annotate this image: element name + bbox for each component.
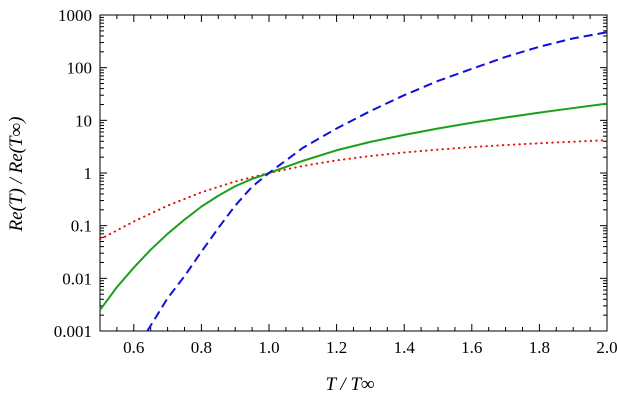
x-tick-label: 0.6 — [123, 338, 144, 357]
x-tick-label: 1.8 — [529, 338, 550, 357]
y-tick-label: 0.1 — [71, 217, 92, 236]
x-tick-label: 1.2 — [326, 338, 347, 357]
y-tick-label: 0.001 — [54, 322, 92, 341]
y-axis-label: Re(T) / Re(T∞) — [6, 117, 27, 233]
series-dotted-line — [99, 139, 608, 241]
y-tick-label: 10 — [75, 111, 92, 130]
x-tick-label: 0.8 — [191, 338, 212, 357]
plot-frame — [99, 14, 608, 332]
y-tick-label: 1 — [84, 164, 93, 183]
y-tick-label: 100 — [67, 59, 93, 78]
x-tick-label: 2.0 — [596, 338, 617, 357]
x-tick-label: 1.4 — [394, 338, 416, 357]
series-dashed-line — [146, 31, 608, 332]
x-tick-label: 1.0 — [258, 338, 279, 357]
x-axis-label: T / T∞ — [325, 374, 374, 395]
x-tick-label: 1.6 — [461, 338, 482, 357]
series-solid-line — [99, 102, 608, 311]
y-tick-label: 0.01 — [62, 269, 92, 288]
y-tick-label: 1000 — [58, 6, 92, 25]
